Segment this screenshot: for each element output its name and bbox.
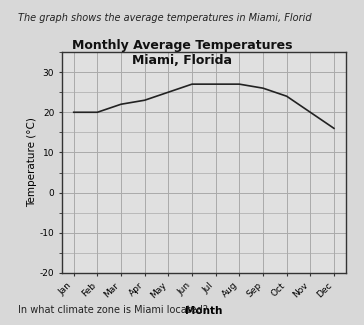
- X-axis label: Month: Month: [185, 306, 222, 316]
- Text: Monthly Average Temperatures
Miami, Florida: Monthly Average Temperatures Miami, Flor…: [72, 39, 292, 67]
- Y-axis label: Temperature (°C): Temperature (°C): [27, 118, 37, 207]
- Text: In what climate zone is Miami located?: In what climate zone is Miami located?: [18, 305, 208, 315]
- Text: The graph shows the average temperatures in Miami, Florid: The graph shows the average temperatures…: [18, 13, 312, 23]
